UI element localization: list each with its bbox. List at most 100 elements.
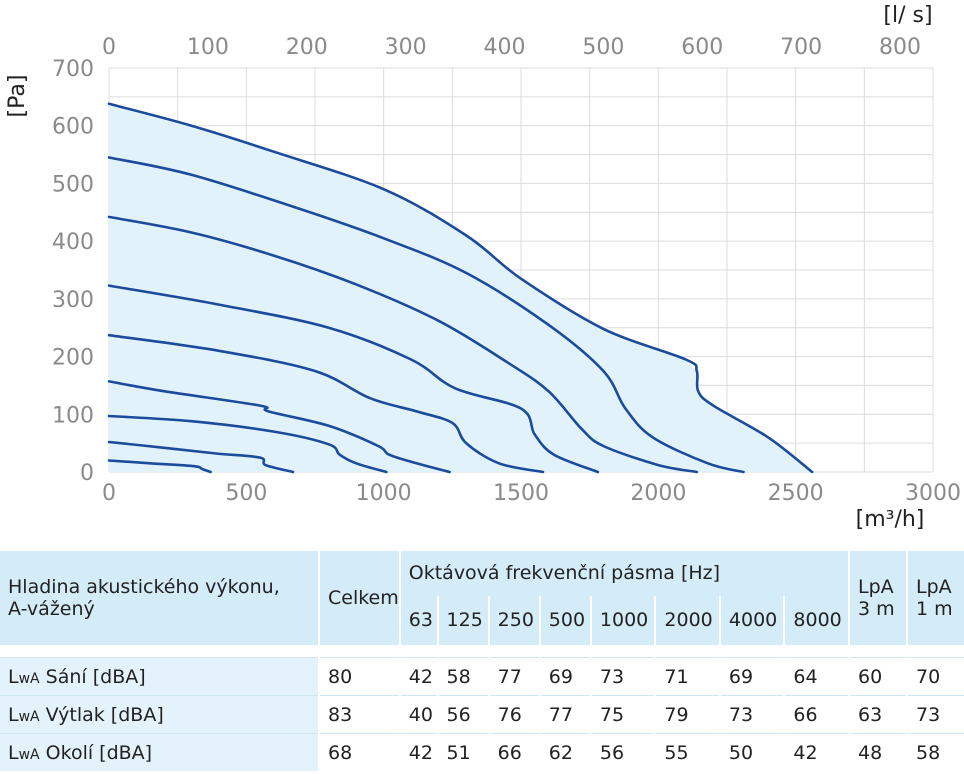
cell-value: 51 xyxy=(436,733,489,771)
freq-4000: 4000 xyxy=(718,595,785,645)
cell-value: 66 xyxy=(783,695,849,734)
header-lpa1: LpA 1 m xyxy=(906,551,964,645)
cell-value: 50 xyxy=(718,733,785,771)
pressure-curves xyxy=(107,102,814,474)
row-label-text: Výtlak [dBA] xyxy=(39,703,164,726)
cell-value: 42 xyxy=(783,733,849,771)
cell-value: 77 xyxy=(487,657,540,696)
x-axis-bottom-label: [m³/h] xyxy=(856,507,925,530)
y-tick-label: 100 xyxy=(52,403,94,428)
y-tick-label: 0 xyxy=(80,461,94,486)
x-tick-label: 2500 xyxy=(768,481,824,506)
row-label: LwA Výtlak [dBA] xyxy=(0,695,319,734)
row-label-prefix: L xyxy=(8,741,19,764)
x-axis-bottom-ticks: 0 500 1000 1500 2000 2500 3000 xyxy=(102,481,961,506)
freq-8000: 8000 xyxy=(783,595,849,645)
y-tick-label: 400 xyxy=(52,230,94,255)
row-label-text: Okolí [dBA] xyxy=(39,741,153,764)
header-lpa3: LpA 3 m xyxy=(848,551,907,645)
freq-125: 125 xyxy=(436,595,489,645)
cell-value: 62 xyxy=(538,733,591,771)
table-spacer xyxy=(0,645,964,658)
x-top-tick-label: 700 xyxy=(780,35,822,60)
cell-value: 42 xyxy=(398,657,438,696)
x-top-tick-label: 800 xyxy=(879,35,921,60)
freq-2000: 2000 xyxy=(654,595,720,645)
cell-value: 80 xyxy=(318,657,400,696)
cell-value: 69 xyxy=(538,657,591,696)
pressure-curve-2 xyxy=(107,156,745,474)
y-tick-label: 700 xyxy=(52,57,94,82)
pressure-curve-4 xyxy=(107,284,600,474)
x-top-tick-label: 300 xyxy=(385,35,427,60)
cell-value: 55 xyxy=(654,733,720,771)
cell-value: 73 xyxy=(718,695,785,734)
x-tick-label: 1000 xyxy=(356,481,412,506)
freq-500: 500 xyxy=(538,595,591,645)
table-row: LwA Sání [dBA] 80 42 58 77 69 73 71 69 64 60 70 xyxy=(0,657,964,696)
x-tick-label: 1500 xyxy=(493,481,549,506)
x-tick-label: 500 xyxy=(225,481,267,506)
row-label: LwA Sání [dBA] xyxy=(0,657,319,696)
pressure-curve-1 xyxy=(107,102,814,474)
cell-value: 76 xyxy=(487,695,540,734)
cell-value: 42 xyxy=(398,733,438,771)
x-top-tick-label: 500 xyxy=(582,35,624,60)
row-label-subscript: wA xyxy=(18,708,40,725)
cell-value: 58 xyxy=(436,657,489,696)
freq-1000: 1000 xyxy=(589,595,656,645)
header-band: Oktávová frekvenční pásma [Hz] xyxy=(398,551,849,596)
x-top-tick-label: 100 xyxy=(187,35,229,60)
x-tick-label: 2000 xyxy=(630,481,686,506)
cell-value: 66 xyxy=(487,733,540,771)
x-top-tick-label: 400 xyxy=(484,35,526,60)
table-row: LwA Okolí [dBA] 68 42 51 66 62 56 55 50 42 48 58 xyxy=(0,733,964,771)
pressure-curve-9 xyxy=(107,459,212,474)
cell-value: 77 xyxy=(538,695,591,734)
frequency-row: 63 125 250 500 1000 2000 4000 8000 xyxy=(0,595,964,645)
y-tick-label: 300 xyxy=(52,288,94,313)
sound-power-table: Hladina akustického výkonu, A-vážený Cel… xyxy=(0,551,964,771)
row-label-text: Sání [dBA] xyxy=(39,665,146,688)
x-tick-label: 0 xyxy=(102,481,116,506)
x-tick-label: 3000 xyxy=(905,481,961,506)
x-axis-top-label: [l/ s] xyxy=(883,3,932,28)
pressure-curve-3 xyxy=(107,215,699,474)
cell-value: 69 xyxy=(718,657,785,696)
y-tick-label: 200 xyxy=(52,346,94,371)
row-label: LwA Okolí [dBA] xyxy=(0,733,319,771)
y-tick-label: 500 xyxy=(52,172,94,197)
cell-value: 48 xyxy=(848,733,907,771)
header-title: Hladina akustického výkonu, A-vážený xyxy=(0,551,319,645)
cell-value: 73 xyxy=(906,695,964,734)
cell-value: 56 xyxy=(436,695,489,734)
cell-value: 79 xyxy=(654,695,720,734)
cell-value: 71 xyxy=(654,657,720,696)
y-tick-label: 600 xyxy=(52,115,94,140)
pressure-curve-8 xyxy=(107,440,295,474)
cell-value: 60 xyxy=(848,657,907,696)
pressure-curve-6 xyxy=(107,380,451,474)
freq-63: 63 xyxy=(398,595,438,645)
cell-value: 75 xyxy=(589,695,656,734)
cell-value: 83 xyxy=(318,695,400,734)
cell-value: 40 xyxy=(398,695,438,734)
pressure-curve-7 xyxy=(107,414,388,474)
x-top-tick-label: 200 xyxy=(286,35,328,60)
y-axis-ticks: 0 100 200 300 400 500 600 700 xyxy=(52,57,94,486)
row-label-subscript: wA xyxy=(18,746,40,763)
cell-value: 64 xyxy=(783,657,849,696)
operating-area-fill xyxy=(109,103,813,473)
x-top-tick-label: 0 xyxy=(102,35,116,60)
header-total: Celkem xyxy=(318,551,400,645)
row-label-prefix: L xyxy=(8,703,19,726)
cell-value: 63 xyxy=(848,695,907,734)
cell-value: 56 xyxy=(589,733,656,771)
cell-value: 68 xyxy=(318,733,400,771)
freq-250: 250 xyxy=(487,595,540,645)
row-label-prefix: L xyxy=(8,665,19,688)
table-row: LwA Výtlak [dBA] 83 40 56 76 77 75 79 73 66 63 73 xyxy=(0,695,964,734)
x-axis-top-ticks: 0 100 200 300 400 500 600 700 800 xyxy=(102,35,921,60)
x-top-tick-label: 600 xyxy=(681,35,723,60)
